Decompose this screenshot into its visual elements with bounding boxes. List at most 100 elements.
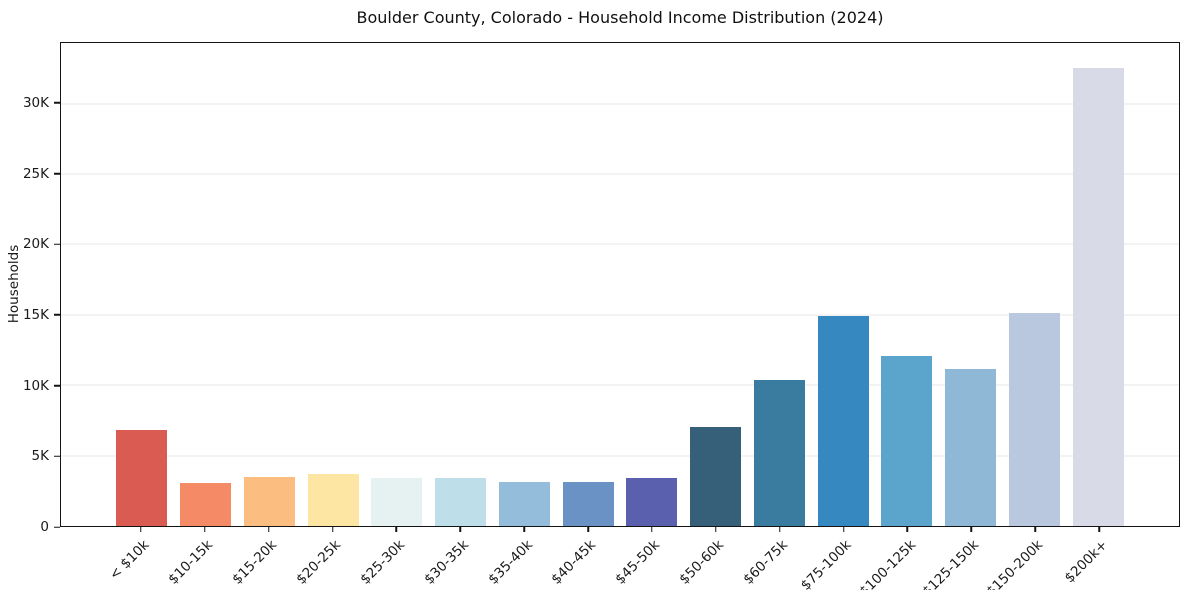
gridline — [61, 384, 1179, 386]
bars-layer — [61, 43, 1179, 526]
x-tick-label: $45-50k — [612, 537, 664, 588]
bar — [307, 473, 359, 526]
x-tick-label: $60-75k — [740, 537, 792, 588]
y-tick-mark — [54, 384, 60, 387]
bar — [817, 316, 869, 526]
x-slot: $35-40k — [485, 527, 556, 590]
bar-slot — [301, 43, 365, 526]
x-axis: < $10k $10-15k $15-20k $20-25k $25-30k $30-35… — [60, 527, 1180, 590]
x-slot: < $10k — [106, 527, 173, 590]
x-tick-label: $20-25k — [293, 537, 344, 588]
bar — [753, 379, 805, 526]
x-tick-mark — [267, 527, 270, 532]
gridline — [61, 103, 1179, 105]
bar — [435, 478, 487, 526]
bar-slot — [110, 43, 174, 526]
y-tick-mark — [54, 102, 60, 104]
x-slot: $60-75k — [740, 527, 812, 590]
y-axis: 0 5K 10K 15K 20K 25K 30K — [0, 42, 60, 535]
x-slot: $15-20k — [229, 527, 301, 590]
gridline — [61, 314, 1179, 316]
bar — [562, 482, 614, 526]
x-tick-label: $25-30k — [357, 537, 408, 588]
y-tick-label: 30K — [22, 94, 49, 111]
gridline — [61, 455, 1179, 457]
x-tick-mark — [1034, 527, 1036, 532]
bar — [690, 427, 742, 526]
x-slot: $45-50k — [613, 527, 684, 590]
y-tick-label: 5K — [31, 448, 49, 465]
bar — [243, 476, 295, 526]
x-tick-mark — [140, 527, 142, 532]
bar — [1008, 313, 1060, 526]
x-slot: $100-125k — [856, 527, 940, 590]
bar — [1072, 68, 1124, 526]
x-slot: $150-200k — [984, 527, 1067, 590]
bar-slot — [939, 43, 1003, 526]
x-tick-mark — [1098, 527, 1100, 532]
bar-slot — [429, 43, 493, 526]
x-tick-label: $10-15k — [165, 537, 217, 588]
y-tick-mark — [54, 455, 60, 458]
x-tick-label: $15-20k — [229, 537, 281, 588]
x-slot: $30-35k — [421, 527, 492, 590]
x-tick-label: $50-60k — [676, 537, 728, 588]
x-slot: $20-25k — [293, 527, 365, 590]
x-tick-mark — [395, 527, 398, 532]
bar — [180, 483, 232, 526]
bar-slot — [238, 43, 302, 526]
bar-slot — [748, 43, 812, 526]
bar-slot — [556, 43, 620, 526]
bar — [371, 478, 423, 526]
x-slot: $75-100k — [798, 527, 876, 590]
x-tick-mark — [842, 527, 845, 532]
x-tick-label: < $10k — [106, 537, 153, 584]
x-tick-mark — [587, 527, 589, 532]
bar-slot — [875, 43, 939, 526]
bar-slot — [1003, 43, 1067, 526]
x-tick-mark — [715, 527, 717, 532]
x-tick-label: $30-35k — [420, 537, 472, 588]
x-tick-mark — [651, 527, 653, 532]
plot-area — [60, 42, 1180, 527]
bar — [498, 481, 550, 526]
gridline — [61, 243, 1179, 245]
bar-slot — [174, 43, 238, 526]
y-tick-label: 20K — [22, 236, 49, 253]
bar-slot — [811, 43, 875, 526]
bar — [881, 355, 933, 526]
chart-title: Boulder County, Colorado - Household Inc… — [356, 8, 884, 27]
x-tick-mark — [778, 527, 781, 532]
y-tick-label: 10K — [22, 377, 49, 394]
x-tick-mark — [331, 527, 334, 532]
y-tick-label: 15K — [22, 306, 49, 323]
bar-slot — [684, 43, 748, 526]
x-slot: $200k+ — [1061, 527, 1131, 590]
y-tick-mark — [54, 526, 60, 528]
x-slot: $125-150k — [920, 527, 1003, 590]
bar — [116, 430, 168, 526]
x-tick-label: $40-45k — [548, 537, 600, 588]
x-tick-label: $35-40k — [484, 537, 536, 588]
bar-slot — [1066, 43, 1130, 526]
bar-slot — [620, 43, 684, 526]
bar — [626, 478, 678, 526]
bar-slot — [493, 43, 557, 526]
y-tick-label: 25K — [22, 165, 49, 182]
y-tick-mark — [54, 243, 60, 245]
x-tick-mark — [204, 527, 206, 532]
y-tick-label: 0 — [40, 519, 49, 535]
x-slot: $40-45k — [549, 527, 620, 590]
x-slot: $25-30k — [357, 527, 429, 590]
bar-slot — [365, 43, 429, 526]
y-tick-mark — [54, 172, 60, 175]
y-tick-mark — [54, 314, 60, 316]
x-slot: $50-60k — [676, 527, 748, 590]
gridline — [61, 173, 1179, 175]
x-slot: $10-15k — [165, 527, 237, 590]
x-tick-mark — [459, 527, 462, 532]
x-tick-mark — [906, 527, 909, 532]
x-tick-mark — [970, 527, 973, 532]
x-tick-label: $200k+ — [1061, 537, 1111, 587]
